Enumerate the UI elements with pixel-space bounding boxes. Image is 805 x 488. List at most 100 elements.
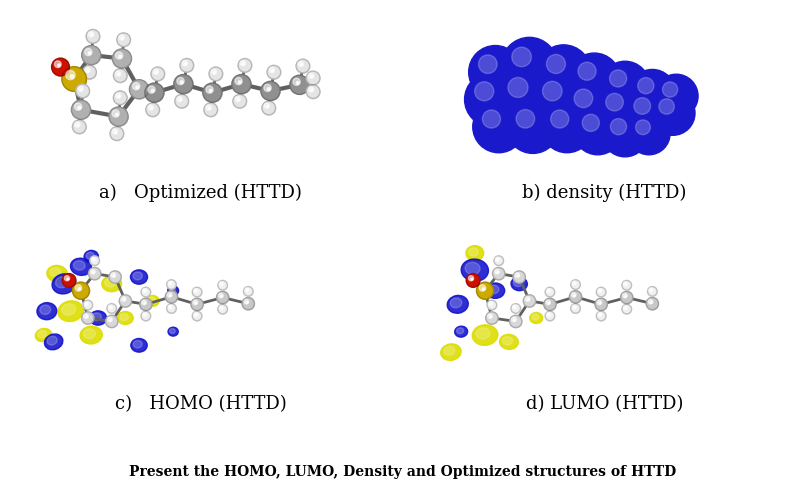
Circle shape: [90, 256, 99, 266]
Circle shape: [479, 285, 485, 292]
Circle shape: [625, 296, 626, 298]
Circle shape: [114, 93, 127, 105]
Circle shape: [646, 298, 658, 310]
Circle shape: [244, 287, 253, 297]
Circle shape: [116, 94, 121, 99]
Circle shape: [478, 56, 497, 74]
Circle shape: [636, 121, 650, 135]
Circle shape: [547, 55, 565, 74]
Ellipse shape: [489, 285, 499, 294]
Circle shape: [469, 276, 473, 281]
Circle shape: [83, 66, 97, 80]
Circle shape: [297, 61, 310, 74]
Circle shape: [70, 76, 74, 79]
Circle shape: [218, 281, 228, 290]
Ellipse shape: [448, 296, 469, 314]
Circle shape: [545, 311, 555, 321]
Circle shape: [217, 293, 229, 304]
Circle shape: [114, 70, 127, 83]
Circle shape: [290, 76, 309, 95]
Circle shape: [514, 272, 526, 284]
Circle shape: [572, 281, 580, 290]
Circle shape: [298, 62, 303, 67]
Circle shape: [211, 70, 217, 75]
Circle shape: [220, 306, 223, 310]
Circle shape: [546, 288, 555, 297]
Text: c)   HOMO (HTTD): c) HOMO (HTTD): [114, 394, 287, 412]
Circle shape: [245, 288, 249, 292]
Circle shape: [221, 284, 222, 285]
Ellipse shape: [38, 331, 47, 338]
Circle shape: [514, 307, 516, 308]
Circle shape: [548, 315, 550, 316]
Circle shape: [597, 301, 601, 305]
Circle shape: [233, 96, 246, 109]
Circle shape: [192, 312, 202, 321]
Ellipse shape: [52, 274, 76, 294]
Ellipse shape: [58, 301, 84, 322]
Circle shape: [66, 71, 75, 81]
Circle shape: [73, 122, 86, 135]
Circle shape: [546, 312, 555, 321]
Circle shape: [122, 38, 123, 41]
Circle shape: [169, 295, 171, 297]
Circle shape: [489, 302, 493, 305]
Circle shape: [268, 67, 281, 80]
Circle shape: [602, 111, 648, 158]
Ellipse shape: [514, 280, 522, 287]
Circle shape: [649, 288, 653, 292]
Circle shape: [621, 293, 633, 304]
Circle shape: [569, 291, 582, 304]
Circle shape: [140, 299, 152, 311]
Ellipse shape: [133, 341, 142, 348]
Circle shape: [497, 68, 555, 125]
Ellipse shape: [39, 305, 51, 315]
Circle shape: [516, 110, 535, 129]
Circle shape: [311, 77, 313, 79]
Circle shape: [175, 77, 193, 95]
Circle shape: [572, 305, 580, 314]
Circle shape: [130, 81, 149, 100]
Circle shape: [571, 304, 580, 314]
Circle shape: [209, 68, 223, 81]
Circle shape: [599, 303, 601, 305]
Circle shape: [266, 106, 269, 108]
Circle shape: [78, 87, 83, 92]
Circle shape: [482, 288, 485, 291]
Circle shape: [246, 302, 248, 304]
Circle shape: [650, 302, 652, 304]
Circle shape: [488, 314, 493, 319]
Circle shape: [146, 103, 159, 117]
Circle shape: [548, 291, 550, 292]
Circle shape: [622, 294, 627, 298]
Circle shape: [93, 272, 94, 274]
Circle shape: [597, 288, 606, 297]
Circle shape: [192, 288, 202, 297]
Circle shape: [78, 288, 81, 291]
Circle shape: [573, 295, 576, 297]
Circle shape: [151, 68, 164, 81]
Circle shape: [536, 46, 591, 100]
Circle shape: [547, 289, 551, 293]
Circle shape: [648, 300, 653, 305]
Circle shape: [107, 304, 117, 314]
Circle shape: [184, 64, 187, 66]
Circle shape: [63, 69, 86, 92]
Circle shape: [466, 274, 480, 288]
Ellipse shape: [35, 329, 52, 342]
Ellipse shape: [44, 334, 63, 350]
Circle shape: [180, 61, 194, 73]
Circle shape: [568, 54, 620, 106]
Circle shape: [75, 123, 80, 128]
Circle shape: [488, 301, 497, 310]
Circle shape: [118, 74, 120, 76]
Circle shape: [464, 73, 519, 127]
Circle shape: [193, 301, 197, 305]
Circle shape: [502, 38, 557, 94]
Ellipse shape: [84, 329, 96, 339]
Circle shape: [196, 291, 197, 292]
Circle shape: [144, 291, 146, 292]
Circle shape: [264, 104, 270, 109]
Circle shape: [84, 67, 97, 80]
Circle shape: [123, 299, 125, 301]
